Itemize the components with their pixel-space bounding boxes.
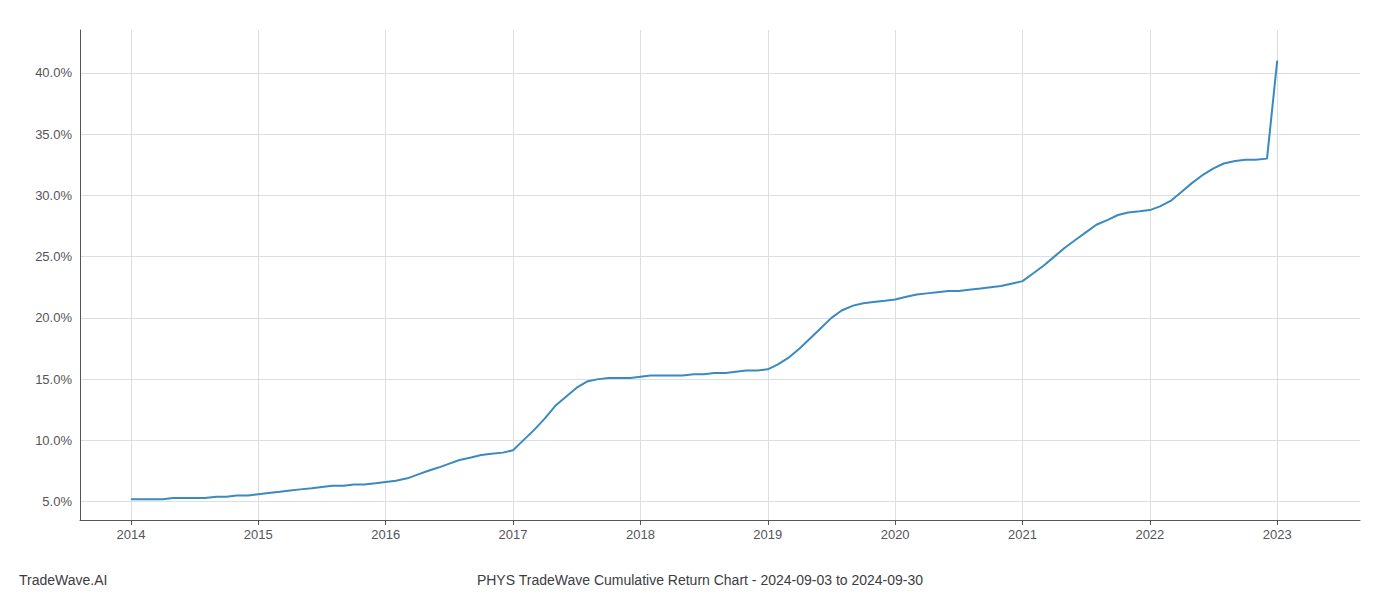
svg-text:20.0%: 20.0% (35, 310, 72, 325)
svg-text:2022: 2022 (1135, 527, 1164, 542)
svg-text:10.0%: 10.0% (35, 433, 72, 448)
svg-text:2018: 2018 (626, 527, 655, 542)
svg-text:2023: 2023 (1263, 527, 1292, 542)
svg-text:2015: 2015 (244, 527, 273, 542)
svg-text:2019: 2019 (753, 527, 782, 542)
svg-text:2016: 2016 (371, 527, 400, 542)
svg-text:2017: 2017 (499, 527, 528, 542)
svg-text:25.0%: 25.0% (35, 249, 72, 264)
svg-text:40.0%: 40.0% (35, 65, 72, 80)
svg-text:PHYS TradeWave Cumulative Retu: PHYS TradeWave Cumulative Return Chart -… (477, 572, 923, 588)
svg-text:5.0%: 5.0% (42, 494, 72, 509)
svg-text:2021: 2021 (1008, 527, 1037, 542)
svg-text:35.0%: 35.0% (35, 127, 72, 142)
svg-text:2014: 2014 (116, 527, 145, 542)
svg-text:30.0%: 30.0% (35, 188, 72, 203)
svg-text:TradeWave.AI: TradeWave.AI (19, 572, 107, 588)
svg-text:2020: 2020 (881, 527, 910, 542)
svg-text:15.0%: 15.0% (35, 372, 72, 387)
